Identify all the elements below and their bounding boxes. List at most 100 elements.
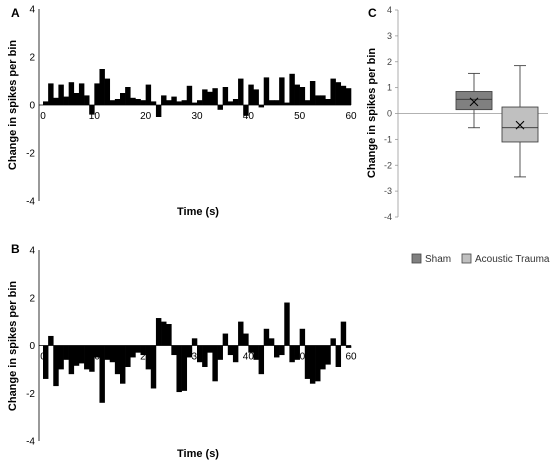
bar: [335, 82, 342, 105]
legend-swatch: [461, 253, 472, 264]
x-tick-label: 10: [89, 111, 101, 122]
bar: [58, 84, 64, 105]
axes-c: -4 -3 -2 -1 0 1 2 3 4: [384, 5, 548, 222]
box-sham: [455, 72, 493, 129]
bar: [294, 345, 300, 360]
bar: [89, 105, 95, 115]
panel-letter-c: C: [368, 6, 377, 20]
bar: [73, 93, 80, 105]
y-tick-label: 4: [29, 246, 35, 257]
bar: [176, 101, 182, 105]
bar: [232, 99, 239, 105]
bar: [150, 101, 157, 105]
bar: [340, 321, 347, 346]
bar: [68, 82, 75, 105]
bar: [78, 345, 85, 364]
bar: [78, 83, 85, 105]
y-axis-label-c: Change in spikes per bin: [366, 48, 378, 178]
bar: [53, 97, 59, 105]
bar: [325, 345, 331, 365]
bar: [109, 100, 116, 105]
bar: [304, 345, 311, 379]
y-tick-label: 2: [387, 57, 392, 67]
bar: [161, 95, 167, 105]
bar: [130, 97, 136, 105]
bar: [274, 345, 280, 358]
bar: [181, 100, 188, 105]
panel-letter-a: A: [11, 6, 20, 20]
bar: [238, 78, 244, 105]
bar: [43, 345, 49, 379]
bar: [207, 91, 213, 105]
bar: [335, 345, 342, 367]
legend-label: Acoustic Trauma: [475, 254, 550, 265]
box-acoustic-trauma: [501, 65, 539, 178]
legend-label: Sham: [425, 254, 451, 265]
bar: [227, 345, 234, 356]
bar: [120, 93, 126, 105]
bar: [43, 101, 49, 105]
bar: [150, 345, 157, 389]
bar: [294, 84, 300, 105]
bar: [309, 345, 316, 384]
bar: [197, 100, 203, 105]
bar: [258, 105, 265, 108]
y-axis-label-b: Change in spikes per bin: [7, 281, 19, 411]
x-tick-label: 0: [40, 111, 46, 122]
y-tick-label: -2: [26, 389, 35, 400]
panel-letter-b: B: [11, 242, 20, 256]
bar: [330, 338, 336, 346]
x-tick-label: 0: [40, 352, 46, 363]
bar: [299, 87, 306, 105]
bar: [68, 345, 75, 375]
bar: [171, 96, 177, 105]
bar: [222, 87, 229, 105]
x-tick-label: 50: [294, 352, 306, 363]
bar: [309, 81, 316, 105]
bar: [186, 85, 193, 105]
bar: [330, 78, 336, 105]
bar: [166, 324, 172, 346]
bar: [202, 345, 208, 367]
legend-c: Sham Acoustic Trauma: [411, 253, 550, 265]
bar: [99, 345, 105, 403]
bar: [186, 345, 193, 358]
bar: [120, 345, 126, 384]
bar: [171, 345, 177, 356]
x-tick-label: 20: [140, 111, 152, 122]
x-tick-label: 60: [345, 111, 357, 122]
bar: [140, 100, 146, 105]
bar: [202, 89, 208, 105]
y-tick-label: -4: [26, 437, 35, 448]
bar: [53, 345, 59, 387]
bar: [140, 345, 146, 356]
bar: [268, 338, 275, 346]
box-iqr: [455, 91, 493, 111]
bar: [130, 345, 136, 358]
bars-b: [43, 302, 352, 403]
y-tick-label: 2: [29, 293, 35, 304]
bar: [181, 345, 188, 391]
bar: [99, 69, 105, 105]
bar: [289, 345, 295, 363]
bar: [63, 96, 69, 105]
bar: [217, 345, 223, 360]
bar: [48, 83, 54, 105]
bar: [73, 345, 80, 366]
legend-swatch: [411, 253, 422, 264]
y-tick-label: 2: [29, 53, 35, 64]
bar: [325, 99, 331, 105]
y-tick-label: 1: [387, 83, 392, 93]
bar: [284, 102, 290, 105]
bar: [84, 95, 90, 105]
bar: [289, 73, 295, 105]
bar: [212, 345, 218, 382]
y-tick-label: -2: [26, 149, 35, 160]
bar: [274, 100, 280, 105]
bar: [48, 335, 54, 346]
bar: [340, 85, 347, 105]
